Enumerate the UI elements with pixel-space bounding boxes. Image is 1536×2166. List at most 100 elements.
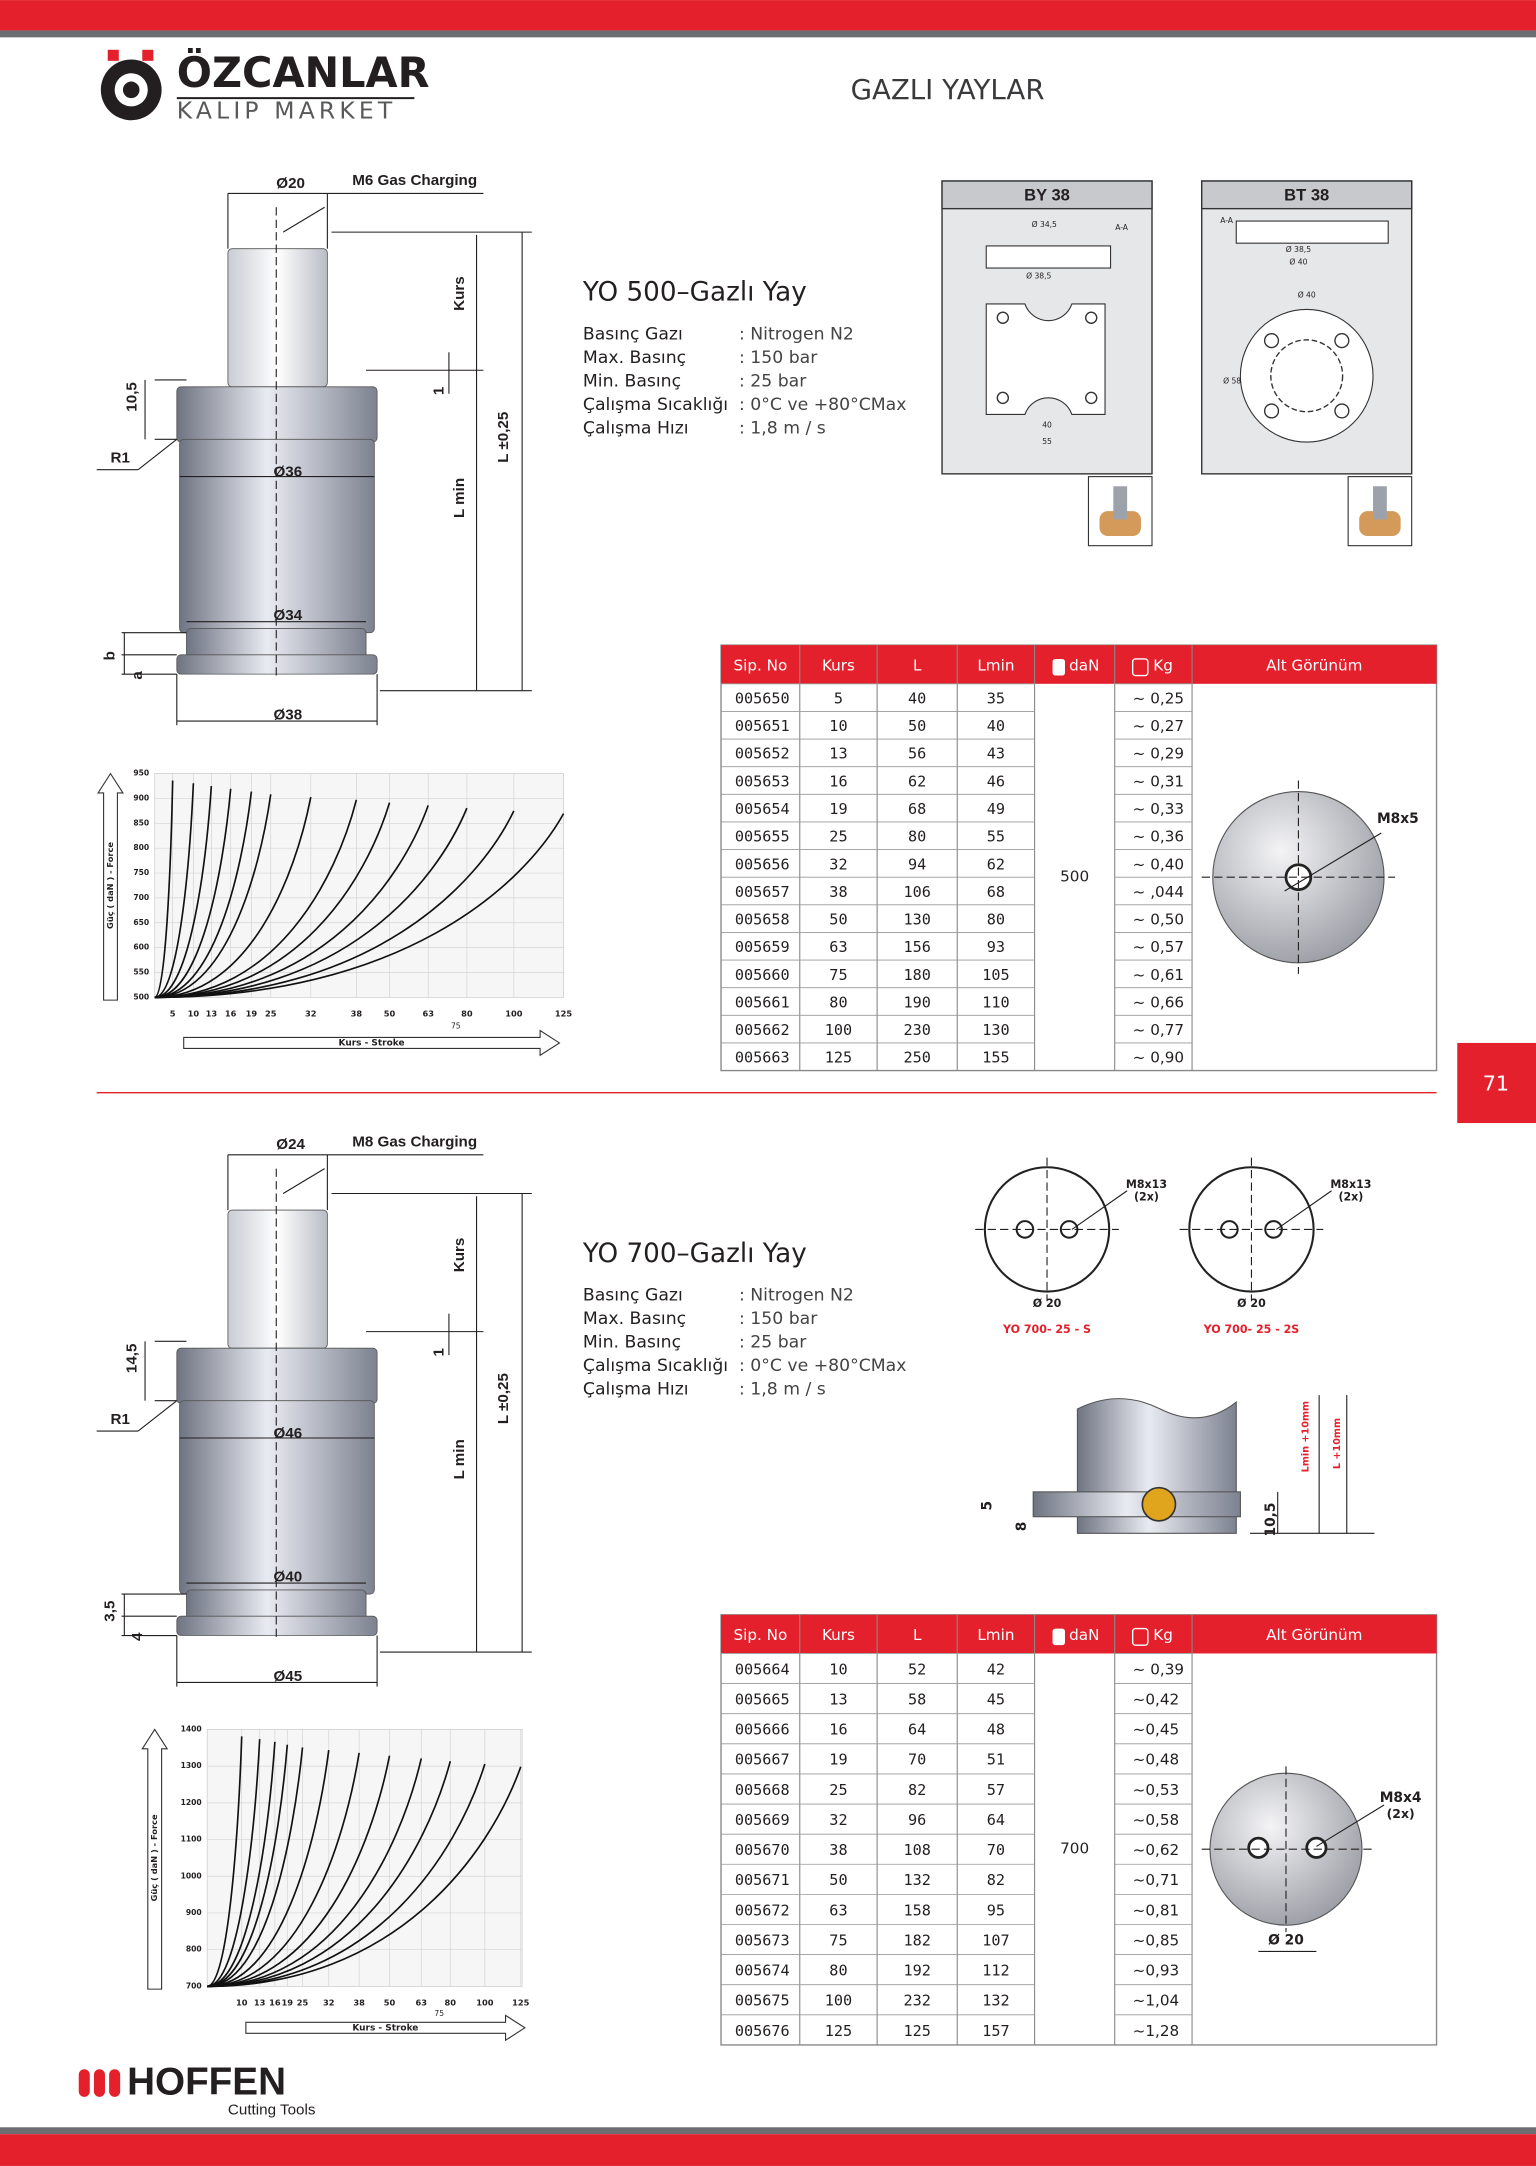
mount-hole (1085, 391, 1098, 405)
table-cell: ~ 0,39 (1133, 1660, 1184, 1678)
dimension-label: 4 (129, 1632, 146, 1641)
table-cell: 64 (908, 1721, 926, 1739)
table-cell: 005665 (735, 1691, 790, 1709)
table-cell: 005663 (735, 1049, 790, 1067)
line (137, 1400, 178, 1432)
variant-thread: M8x13 (1330, 1178, 1371, 1191)
footer-tagline: Cutting Tools (228, 2102, 316, 2119)
y-tick-label: 650 (133, 918, 149, 927)
table-cell: 190 (903, 993, 930, 1011)
table-cell: ~ 0,31 (1133, 772, 1184, 790)
dimension-label: 1 (430, 1347, 447, 1356)
x-tick-label: 125 (555, 1008, 573, 1018)
photo-rod (1113, 486, 1128, 520)
gas-valve (1141, 1486, 1177, 1522)
mount-hole (1334, 333, 1350, 349)
table-cell: 005673 (735, 1931, 790, 1949)
variant-disk (983, 1166, 1111, 1293)
dimension-label: 1 (430, 386, 447, 395)
chart-area (154, 773, 564, 998)
variant-hole (1015, 1220, 1035, 1239)
side-dim: 10,5 (1263, 1502, 1279, 1536)
body-top (176, 1347, 378, 1404)
mount-plate (985, 303, 1106, 416)
force-curve (154, 810, 515, 999)
photo-rod (1373, 486, 1387, 520)
spec-value: : Nitrogen N2 (739, 324, 854, 344)
variant-dim: Ø 20 (1237, 1297, 1266, 1310)
table-cell: 32 (829, 855, 847, 873)
x-tick-label: 16 (225, 1008, 237, 1018)
view-dim: Ø 20 (1268, 1932, 1304, 1948)
y-tick-label: 1400 (181, 1724, 202, 1733)
y-tick-label: 700 (133, 893, 149, 902)
force-curve (207, 1744, 289, 1988)
force-curve (207, 1747, 304, 1988)
force-curve (207, 1752, 360, 1988)
y-tick-label: 1100 (181, 1835, 202, 1844)
table-cell: 125 (825, 2022, 852, 2040)
table-cell: 105 (982, 966, 1009, 984)
table-cell: 112 (982, 1962, 1009, 1980)
x-axis-label: Kurs - Stroke (339, 1038, 405, 1048)
table-cell: 25 (829, 828, 847, 846)
spec-label: Min. Basınç (583, 1333, 681, 1353)
variant-dim: Ø 20 (1033, 1297, 1062, 1310)
weight-icon (1052, 658, 1065, 676)
table-cell: 68 (908, 800, 926, 818)
table-cell: 57 (987, 1781, 1005, 1799)
y-tick-label: 800 (186, 1945, 202, 1954)
table-cell: 51 (987, 1751, 1005, 1769)
dimension-label: L ±0,25 (495, 411, 512, 463)
table-header-cell: Kurs (822, 656, 855, 674)
table-cell: 52 (908, 1660, 926, 1678)
dimension-label: L min (451, 1439, 468, 1479)
table-cell: 125 (825, 1049, 852, 1067)
variant-disk (1188, 1166, 1315, 1293)
x-tick-label: 13 (206, 1008, 218, 1018)
table-header-cell: Kurs (822, 1626, 855, 1644)
mount-hole (1263, 403, 1280, 419)
table-cell: ~0,58 (1133, 1811, 1180, 1829)
photo-base (1359, 511, 1401, 537)
force-curve (154, 788, 232, 999)
mount-dim: 55 (1042, 437, 1052, 446)
weight-icon (1052, 1628, 1065, 1646)
force-curve (207, 1760, 452, 1988)
table-cell: 230 (903, 1021, 930, 1039)
spec-label: Çalışma Hızı (583, 418, 689, 438)
x-tick-label: 5 (170, 1008, 176, 1018)
table-cell: 106 (903, 883, 930, 901)
table-cell: 13 (829, 1691, 847, 1709)
x-tick-label: 75 (451, 1021, 461, 1030)
kg-icon (1131, 658, 1149, 677)
y-tick-label: 550 (133, 967, 149, 976)
table-cell: 68 (987, 883, 1005, 901)
view-label: M8x5 (1377, 811, 1419, 827)
table-cell: 80 (908, 828, 926, 846)
page-title: GAZLI YAYLAR (851, 73, 1045, 106)
variant-code: YO 700- 25 - 2S (1203, 1323, 1300, 1336)
page-tab (1457, 1042, 1536, 1124)
mount-hole (1085, 311, 1098, 324)
table-cell: ~0,81 (1133, 1901, 1180, 1919)
x-tick-label: 80 (445, 1997, 457, 2007)
table-cell: 80 (829, 993, 847, 1011)
table-cell: 48 (987, 1721, 1005, 1739)
mount-dim: Ø 40 (1298, 291, 1316, 300)
table-cell: ~ 0,40 (1133, 855, 1184, 873)
x-tick-label: 50 (384, 1997, 396, 2007)
table-cell: 005658 (735, 911, 790, 929)
table-header-cell: L (913, 656, 922, 674)
spec-value: : 25 bar (739, 1333, 807, 1353)
table-cell: 005656 (735, 855, 790, 873)
dimension-label: 14,5 (124, 1343, 141, 1373)
thread-hole (1284, 863, 1313, 892)
view-label: M8x4 (1380, 1790, 1422, 1806)
table-cell: 75 (829, 1931, 847, 1949)
dimension-label: R1 (111, 450, 131, 467)
table-cell: 108 (903, 1841, 930, 1859)
x-tick-label: 32 (323, 1997, 335, 2007)
table-cell: 005657 (735, 883, 790, 901)
table-cell: 132 (903, 1871, 930, 1889)
